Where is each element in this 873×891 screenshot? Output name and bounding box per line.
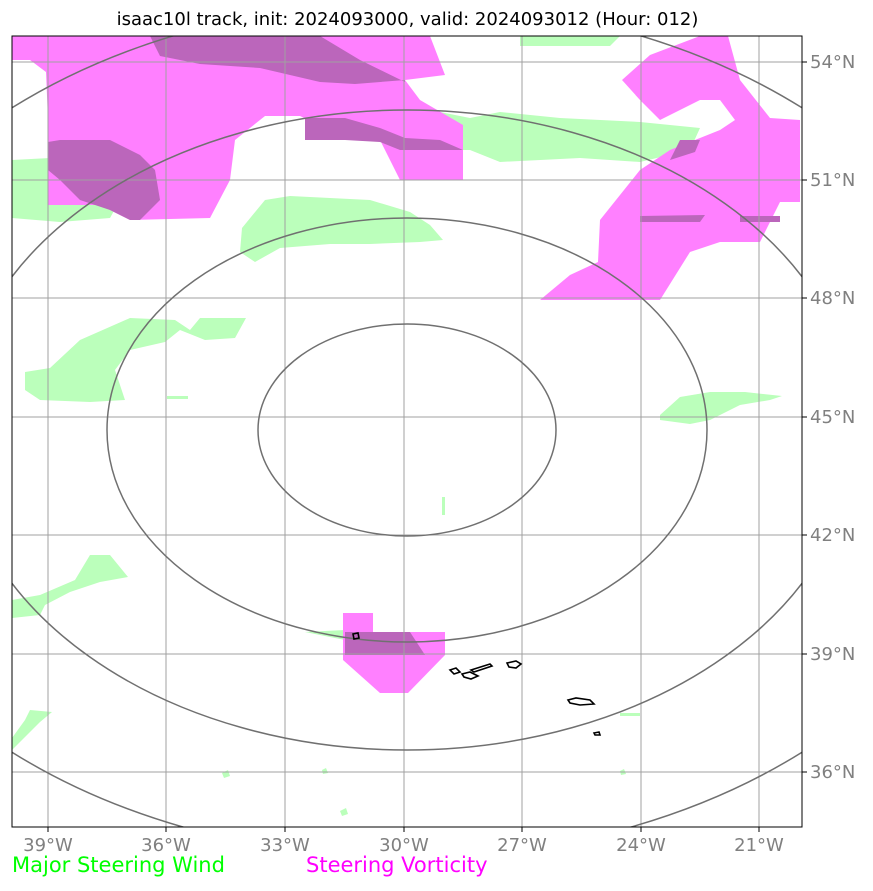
- lat-tick-label: 51°N: [810, 170, 855, 191]
- lat-tick-label: 48°N: [810, 288, 855, 309]
- lon-tick-labels: 39°W 36°W 33°W 30°W 27°W 24°W 21°W: [23, 835, 784, 856]
- lat-tick-label: 42°N: [810, 525, 855, 546]
- lat-tick-label: 39°N: [810, 644, 855, 665]
- lat-tick-labels: 54°N 51°N 48°N 45°N 42°N 39°N 36°N: [810, 52, 855, 783]
- lat-tick-label: 36°N: [810, 762, 855, 783]
- map-title: isaac10l track, init: 2024093000, valid:…: [116, 9, 699, 30]
- lon-tick-label: 27°W: [497, 835, 547, 856]
- plot-frame: [11, 35, 803, 828]
- lat-tick-label: 54°N: [810, 52, 855, 73]
- map-area: [12, 36, 802, 827]
- azores-islands: [352, 632, 602, 736]
- lon-tick-label: 30°W: [379, 835, 429, 856]
- lon-tick-label: 39°W: [23, 835, 73, 856]
- lon-tick-label: 33°W: [260, 835, 310, 856]
- lon-tick-label: 21°W: [734, 835, 784, 856]
- range-rings: [12, 36, 802, 827]
- gridlines: [12, 36, 802, 827]
- lon-tick-label: 36°W: [141, 835, 191, 856]
- axis-ticks: [47, 61, 807, 832]
- lon-tick-label: 24°W: [616, 835, 666, 856]
- legend-steering-wind: Major Steering Wind: [12, 853, 225, 877]
- legend-steering-vorticity: Steering Vorticity: [306, 853, 488, 877]
- lat-tick-label: 45°N: [810, 407, 855, 428]
